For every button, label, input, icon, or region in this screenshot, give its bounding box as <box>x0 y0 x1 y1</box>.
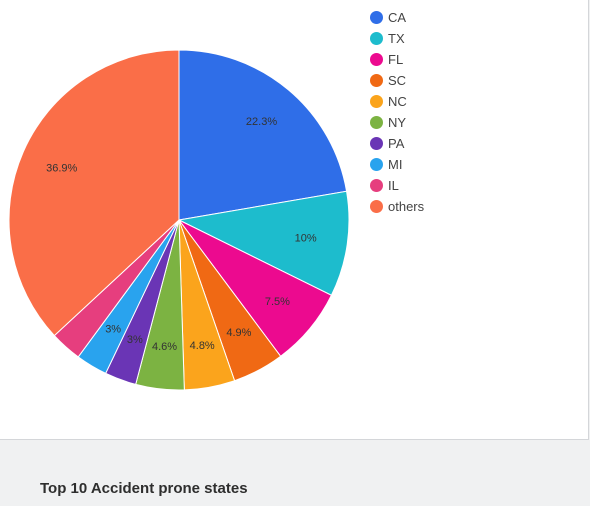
pie-labels: 22.3% 10% 7.5% 4.9% 4.8% 4.6% 3% 3% 36.9% <box>46 116 317 353</box>
legend-swatch <box>370 53 383 66</box>
legend-item-mi[interactable]: MI <box>370 154 424 175</box>
legend-swatch <box>370 95 383 108</box>
pie-slice-tx[interactable] <box>177 190 350 296</box>
legend-swatch <box>370 137 383 150</box>
chart-footer-title: Top 10 Accident prone states <box>40 480 248 497</box>
slice-label-tx: 10% <box>295 232 317 244</box>
legend-item-ca[interactable]: CA <box>370 7 424 28</box>
slice-label-nc: 4.8% <box>190 340 215 352</box>
legend-item-tx[interactable]: TX <box>370 28 424 49</box>
slice-label-sc: 4.9% <box>226 327 251 339</box>
legend-swatch <box>370 179 383 192</box>
legend-label: SC <box>388 73 407 88</box>
legend-label: NY <box>388 115 407 130</box>
legend-item-il[interactable]: IL <box>370 175 424 196</box>
legend-item-nc[interactable]: NC <box>370 91 424 112</box>
legend-label: FL <box>388 52 404 67</box>
pie-chart: 22.3% 10% 7.5% 4.9% 4.8% 4.6% 3% 3% 36.9% <box>8 49 350 391</box>
legend-label: NC <box>388 94 407 109</box>
chart-card: 22.3% 10% 7.5% 4.9% 4.8% 4.6% 3% 3% 36.9% CA TX FL… <box>0 0 589 440</box>
legend-item-others[interactable]: others <box>370 196 424 217</box>
slice-label-ca: 22.3% <box>246 116 277 128</box>
pie-slices <box>8 49 350 391</box>
legend-label: PA <box>388 136 405 151</box>
legend-label: MI <box>388 157 403 172</box>
pie-slice-others[interactable] <box>8 49 180 337</box>
legend-swatch <box>370 200 383 213</box>
legend-swatch <box>370 74 383 87</box>
slice-label-ny: 4.6% <box>152 341 177 353</box>
slice-label-mi: 3% <box>105 324 121 336</box>
legend-label: TX <box>388 31 405 46</box>
legend: CA TX FL SC NC NY PA MI IL others <box>370 7 424 217</box>
legend-item-sc[interactable]: SC <box>370 70 424 91</box>
legend-swatch <box>370 32 383 45</box>
legend-item-ny[interactable]: NY <box>370 112 424 133</box>
slice-label-fl: 7.5% <box>265 296 290 308</box>
legend-item-pa[interactable]: PA <box>370 133 424 154</box>
slice-label-others: 36.9% <box>46 163 77 175</box>
pie-slice-ca[interactable] <box>178 49 348 221</box>
slice-label-pa: 3% <box>127 334 143 346</box>
legend-item-fl[interactable]: FL <box>370 49 424 70</box>
legend-swatch <box>370 11 383 24</box>
legend-swatch <box>370 158 383 171</box>
legend-label: IL <box>388 178 399 193</box>
legend-label: others <box>388 199 425 214</box>
legend-swatch <box>370 116 383 129</box>
legend-label: CA <box>388 10 407 25</box>
